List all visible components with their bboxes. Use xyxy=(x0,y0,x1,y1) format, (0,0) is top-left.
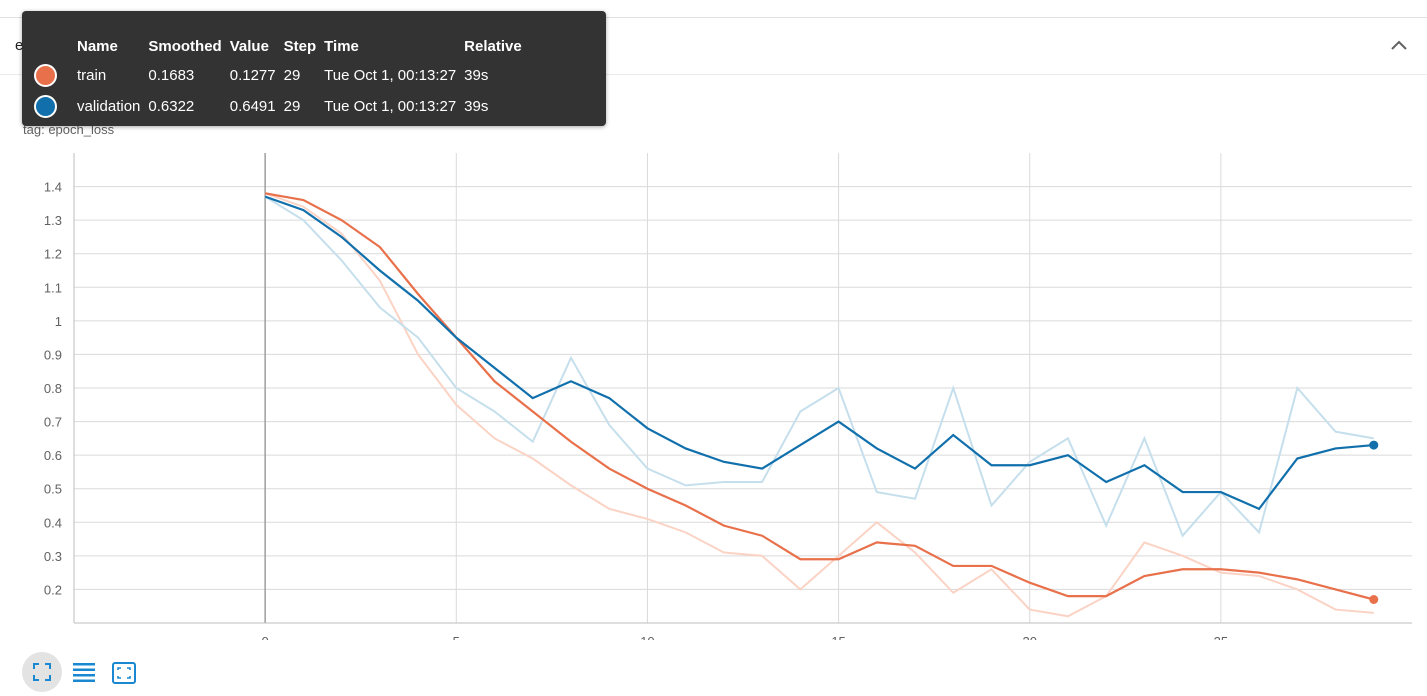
tooltip-header-swatch xyxy=(34,33,77,60)
tooltip-header-row: Name Smoothed Value Step Time Relative xyxy=(34,33,530,60)
series-validation-smoothed-line xyxy=(264,195,1374,511)
y-tick-label: 1.1 xyxy=(44,280,62,295)
tooltip-step: 29 xyxy=(283,67,301,84)
x-tick-label: 15 xyxy=(831,634,845,640)
collapse-button[interactable] xyxy=(1386,32,1412,58)
tooltip-header-value: Value xyxy=(229,38,269,55)
y-tick-label: 0.5 xyxy=(44,482,62,497)
tooltip-time: Tue Oct 1, 00:13:27 xyxy=(324,67,457,84)
tooltip-value: 0.6491 xyxy=(229,98,276,115)
fit-domain-icon xyxy=(33,663,51,681)
tooltip-step: 29 xyxy=(283,98,301,115)
tooltip-row-validation: validation 0.6322 0.6491 29 Tue Oct 1, 0… xyxy=(34,91,530,122)
series-train-hover-point xyxy=(1369,595,1379,604)
series-validation-raw-line xyxy=(264,195,1374,538)
toggle-log-scale-icon xyxy=(73,663,95,682)
x-tick-label: 25 xyxy=(1214,634,1228,640)
y-tick-label: 0.4 xyxy=(44,515,62,530)
tooltip-name: train xyxy=(77,67,107,84)
tooltip-name: validation xyxy=(77,98,141,115)
fit-to-data-icon xyxy=(112,662,136,684)
y-tick-label: 1 xyxy=(55,314,62,329)
tooltip-header-time: Time xyxy=(324,38,359,55)
tooltip-relative: 39s xyxy=(464,67,489,84)
tooltip-header-name: Name xyxy=(77,38,118,55)
hover-tooltip: Name Smoothed Value Step Time Relative t… xyxy=(22,11,606,126)
y-tick-label: 0.9 xyxy=(44,347,62,362)
y-tick-label: 0.8 xyxy=(44,381,62,396)
x-tick-label: 0 xyxy=(262,634,269,640)
y-tick-label: 0.6 xyxy=(44,448,62,463)
series-validation-hover-point xyxy=(1369,440,1379,450)
line-chart[interactable]: 0.2 0.3 0.4 0.5 0.6 0.7 0.8 0.9 1 1.1 1.2 1.3 1.4 0 5 1… xyxy=(0,140,1427,640)
y-tick-label: 1.3 xyxy=(44,213,62,228)
fit-domain-button[interactable] xyxy=(22,652,62,692)
tooltip-header-smoothed: Smoothed xyxy=(148,38,222,55)
series-train-raw-line xyxy=(264,192,1374,618)
y-tick-label: 0.7 xyxy=(44,415,62,430)
series-train-smoothed-line xyxy=(264,192,1375,601)
top-divider xyxy=(0,17,1427,18)
tooltip-smoothed: 0.1683 xyxy=(148,67,195,84)
y-tick-label: 1.4 xyxy=(44,180,62,195)
tooltip-value: 0.1277 xyxy=(229,67,276,84)
tooltip-header-relative: Relative xyxy=(464,38,522,55)
toggle-log-scale-button[interactable] xyxy=(63,652,103,692)
validation-color-swatch xyxy=(34,95,57,118)
train-color-swatch xyxy=(34,64,57,87)
x-tick-label: 5 xyxy=(453,634,460,640)
fit-to-data-button[interactable] xyxy=(102,652,142,692)
tooltip-time: Tue Oct 1, 00:13:27 xyxy=(324,98,457,115)
chevron-up-icon xyxy=(1391,40,1407,50)
y-tick-label: 1.2 xyxy=(44,247,62,262)
tooltip-row-train: train 0.1683 0.1277 29 Tue Oct 1, 00:13:… xyxy=(34,60,530,91)
x-tick-label: 10 xyxy=(640,634,654,640)
y-tick-label: 0.2 xyxy=(44,582,62,597)
tooltip-table: Name Smoothed Value Step Time Relative t… xyxy=(34,33,530,122)
tooltip-smoothed: 0.6322 xyxy=(148,98,195,115)
x-tick-label: 20 xyxy=(1022,634,1036,640)
tooltip-relative: 39s xyxy=(464,98,489,115)
y-tick-label: 0.3 xyxy=(44,549,62,564)
tooltip-header-step: Step xyxy=(283,38,317,55)
